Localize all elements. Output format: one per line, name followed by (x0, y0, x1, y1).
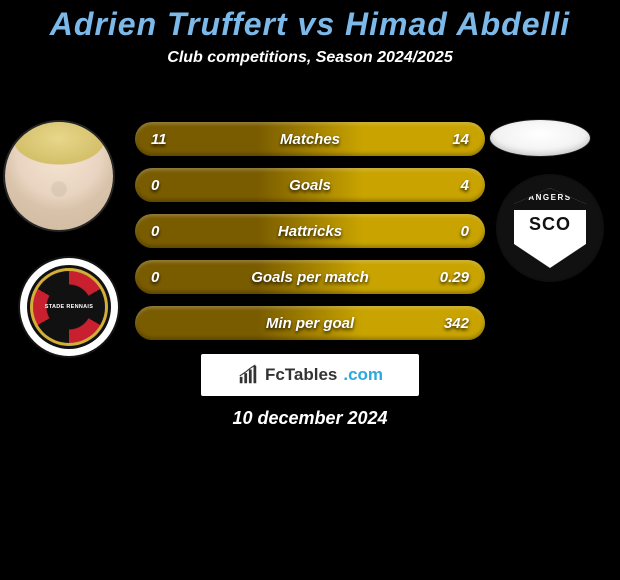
watermark-brand: FcTables (265, 365, 337, 385)
stat-row: 0 Goals 4 (135, 168, 485, 202)
stat-label: Goals (135, 177, 485, 194)
stat-left-value: 0 (151, 177, 159, 194)
stat-left-value: 0 (151, 269, 159, 286)
page-title: Adrien Truffert vs Himad Abdelli (0, 0, 620, 43)
stat-right-value: 4 (461, 177, 469, 194)
angers-sco-icon: ANGERS SCO (514, 188, 586, 268)
player-left-photo (5, 122, 113, 230)
club-crest-left (20, 258, 118, 356)
stat-right-value: 0.29 (440, 269, 469, 286)
stat-row: 0 Hattricks 0 (135, 214, 485, 248)
source-watermark: FcTables .com (201, 354, 419, 396)
stat-left-value: 11 (151, 131, 167, 148)
stat-row: 11 Matches 14 (135, 122, 485, 156)
watermark-suffix: .com (343, 365, 383, 385)
stat-label: Goals per match (135, 269, 485, 286)
stats-table: 11 Matches 14 0 Goals 4 0 Hattricks 0 0 … (135, 122, 485, 352)
stat-right-value: 0 (461, 223, 469, 240)
stade-rennais-icon (33, 271, 105, 343)
date-stamp: 10 december 2024 (0, 408, 620, 429)
stat-row: Min per goal 342 (135, 306, 485, 340)
bar-chart-icon (237, 364, 259, 386)
subtitle: Club competitions, Season 2024/2025 (0, 49, 620, 67)
stat-row: 0 Goals per match 0.29 (135, 260, 485, 294)
stat-label: Matches (135, 131, 485, 148)
stat-right-value: 342 (444, 315, 469, 332)
stat-right-value: 14 (452, 131, 469, 148)
stat-label: Min per goal (135, 315, 485, 332)
player-right-photo (490, 120, 590, 156)
club-crest-right: ANGERS SCO (498, 176, 602, 280)
stat-label: Hattricks (135, 223, 485, 240)
stat-left-value: 0 (151, 223, 159, 240)
